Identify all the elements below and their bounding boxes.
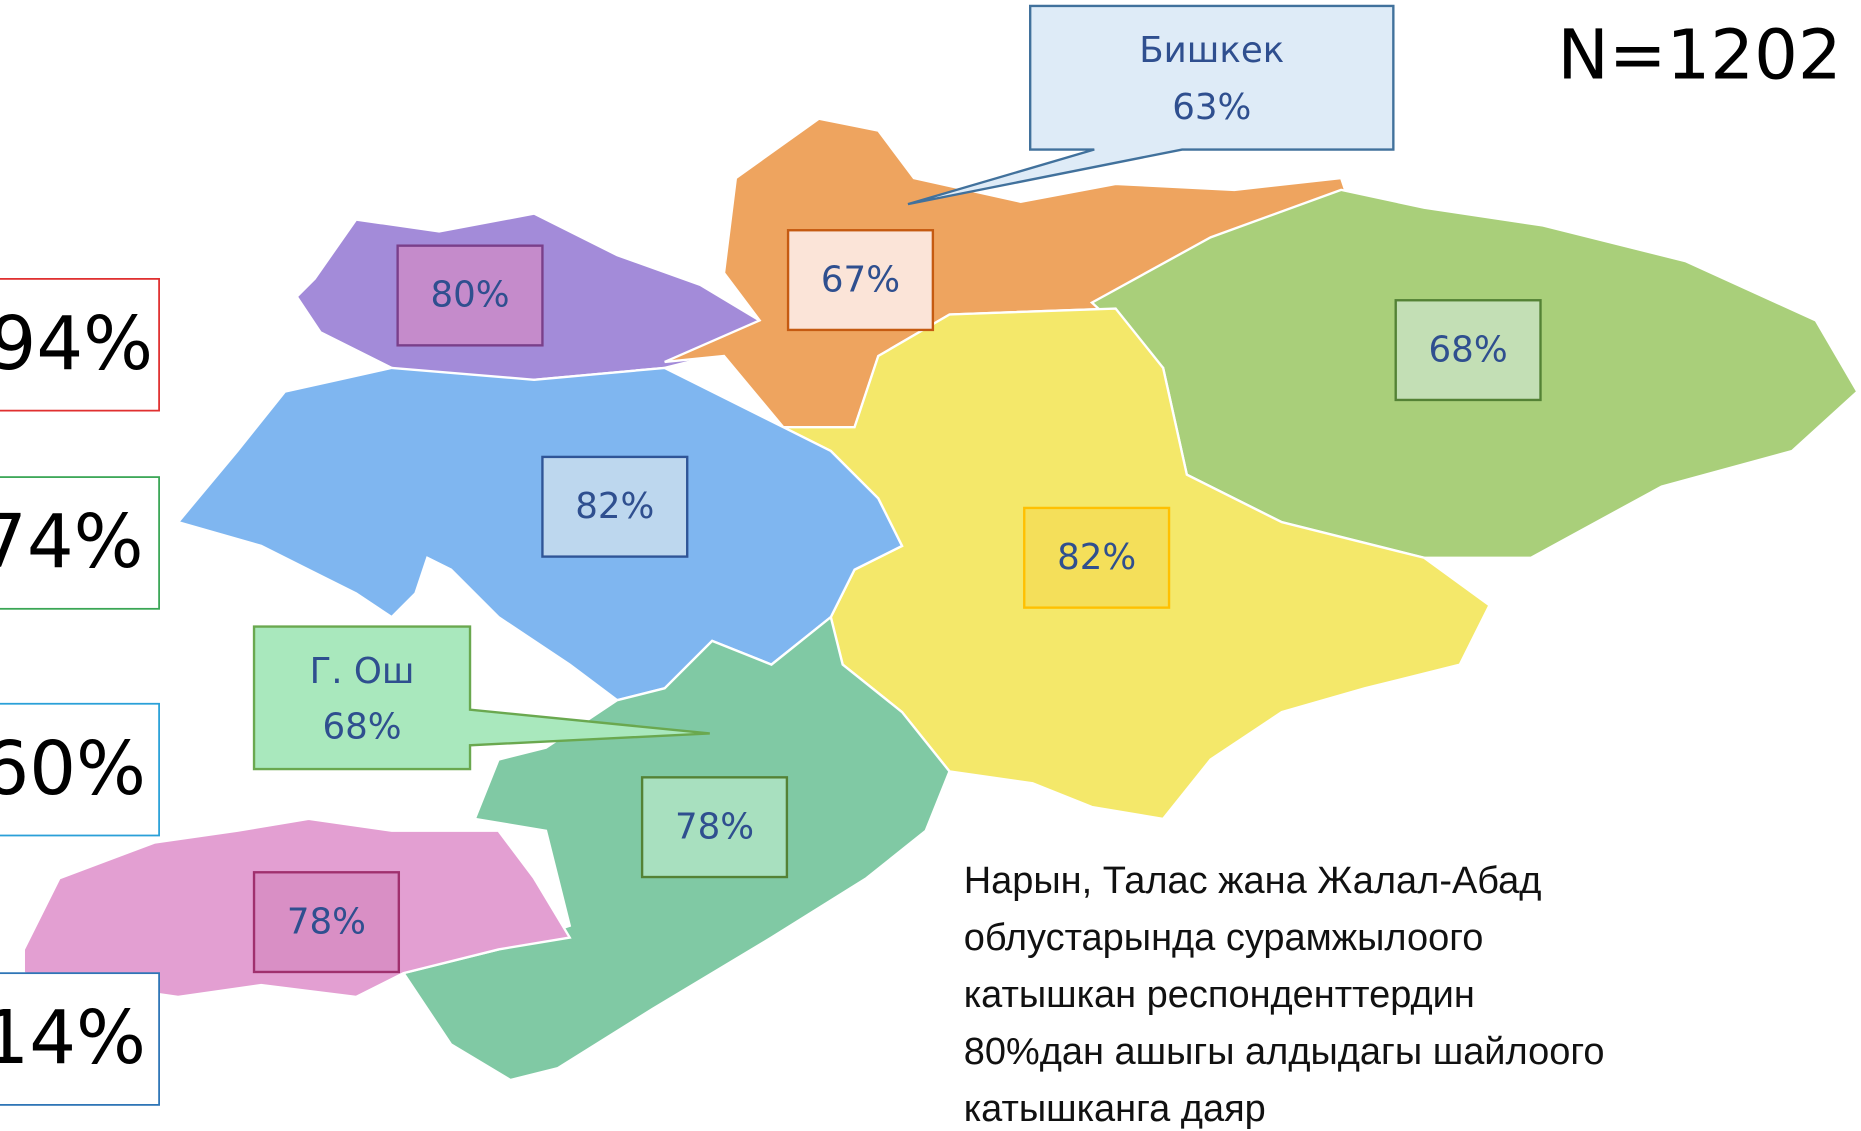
label-box xyxy=(541,455,689,558)
region-label: 80% xyxy=(430,275,509,316)
callout-bishkek xyxy=(907,4,1395,206)
note-line: 80%дан ашыгы алдыдагы шайлоого xyxy=(964,1031,1605,1073)
left-value: 94% xyxy=(0,302,153,387)
note-line: Нарын, Талас жана Жалал-Абад xyxy=(964,860,1542,902)
region-label: 68% xyxy=(1429,329,1508,370)
note: Нарын, Талас жана Жалал-Абад облустарынд… xyxy=(964,860,1605,1130)
callout-name: Бишкек xyxy=(1139,30,1284,71)
note-line: катышкан респонденттердин xyxy=(964,974,1475,1016)
region-labels: 80% 67% 68% 82% 82% 78% 78% xyxy=(252,229,1542,974)
region-label: 82% xyxy=(1057,537,1136,578)
regions xyxy=(22,117,1859,1082)
value-box xyxy=(0,702,160,837)
label-box xyxy=(252,871,401,974)
value-box xyxy=(0,476,160,610)
region-label: 67% xyxy=(821,259,900,300)
left-values: 94% 74% 60% 14% xyxy=(0,278,160,1106)
sample-size: N=1202 xyxy=(1557,15,1841,95)
note-line: облустарында сурамжылоого xyxy=(964,917,1484,959)
region-label: 82% xyxy=(575,486,654,527)
left-value: 74% xyxy=(0,500,144,585)
label-box xyxy=(640,776,789,879)
value-box xyxy=(0,972,160,1106)
callout-osh xyxy=(252,625,710,771)
note-line: катышканга даяр xyxy=(964,1088,1266,1130)
region-label: 78% xyxy=(675,806,754,847)
value-box xyxy=(0,278,160,412)
label-box xyxy=(786,229,935,332)
callout-value: 63% xyxy=(1172,87,1251,128)
region-label: 78% xyxy=(287,901,366,942)
left-value: 60% xyxy=(0,727,146,812)
label-box xyxy=(1023,506,1171,609)
callout-value: 68% xyxy=(322,707,401,748)
callouts: Бишкек 63% Г. Ош 68% xyxy=(252,4,1395,771)
label-box xyxy=(396,244,544,347)
label-box xyxy=(1394,299,1542,402)
callout-name: Г. Ош xyxy=(310,651,415,692)
left-value: 14% xyxy=(0,996,146,1081)
